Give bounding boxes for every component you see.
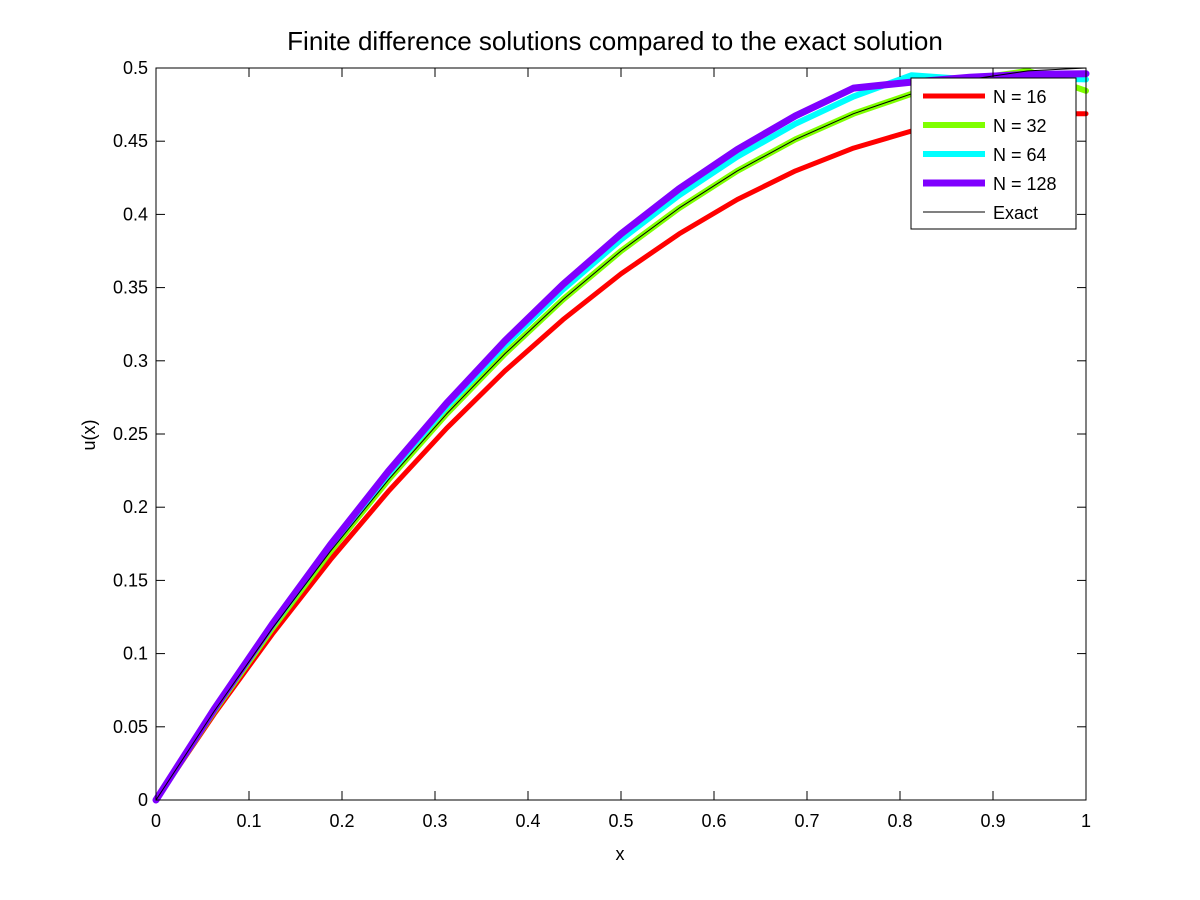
plot-frame: [155, 67, 1087, 801]
x-tick-label: 1: [1081, 811, 1091, 831]
chart-title: Finite difference solutions compared to …: [287, 26, 943, 56]
y-tick-label: 0.25: [113, 424, 148, 444]
legend-label-4: N = 128: [993, 174, 1057, 194]
x-tick-label: 0.3: [422, 811, 447, 831]
x-tick-label: 0.8: [887, 811, 912, 831]
y-tick-label: 0.4: [123, 204, 148, 224]
x-axis-label: x: [616, 844, 625, 864]
x-tick-label: 0.4: [515, 811, 540, 831]
x-tick-label: 0.9: [980, 811, 1005, 831]
y-tick-label: 0.1: [123, 644, 148, 664]
y-tick-label: 0.2: [123, 497, 148, 517]
y-tick-label: 0.15: [113, 570, 148, 590]
legend-label-2: N = 32: [993, 116, 1047, 136]
x-tick-label: 0.7: [794, 811, 819, 831]
x-tick-label: 0.5: [608, 811, 633, 831]
x-tick-label: 0.6: [701, 811, 726, 831]
x-tick-label: 0.2: [329, 811, 354, 831]
y-axis-label: u(x): [79, 420, 99, 451]
legend-label-1: N = 16: [993, 87, 1047, 107]
y-tick-label: 0.05: [113, 717, 148, 737]
legend: N = 16 N = 32 N = 64 N = 128 Exact: [910, 77, 1077, 230]
y-tick-label: 0.5: [123, 58, 148, 78]
x-tick-label: 0.1: [236, 811, 261, 831]
y-tick-label: 0.3: [123, 351, 148, 371]
legend-label-5: Exact: [993, 203, 1038, 223]
axis-ticks: 0 0.1 0.2 0.3 0.4 0.5 0.6 0.7 0.8 0.9 1 0 0.05 0.1 0.1…: [113, 58, 1091, 831]
y-tick-label: 0.45: [113, 131, 148, 151]
x-tick-label: 0: [151, 811, 161, 831]
y-tick-label: 0: [138, 790, 148, 810]
legend-label-3: N = 64: [993, 145, 1047, 165]
y-tick-label: 0.35: [113, 278, 148, 298]
